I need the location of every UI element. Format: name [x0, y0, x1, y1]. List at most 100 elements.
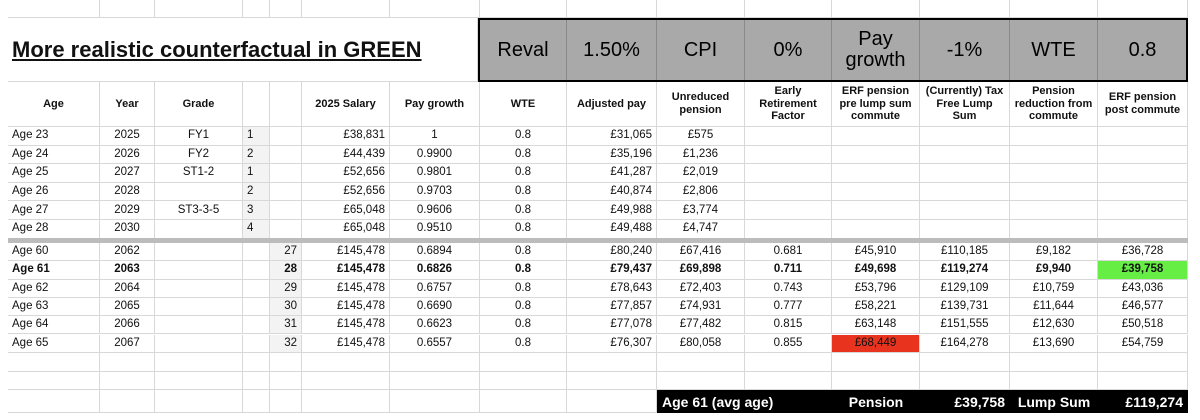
- cell: [745, 220, 832, 239]
- cell: 30: [270, 297, 302, 317]
- cell: 0.8: [480, 201, 567, 220]
- cell: £52,656: [302, 164, 390, 183]
- cell: 2067: [100, 334, 155, 353]
- cell: [243, 261, 270, 280]
- cell: £46,577: [1098, 297, 1188, 317]
- empty-cell: [155, 353, 243, 372]
- param-label: CPI: [657, 18, 745, 82]
- empty-cell: [657, 0, 745, 18]
- cell: 0.743: [745, 279, 832, 298]
- empty-cell: [100, 371, 155, 390]
- empty-cell: [657, 353, 745, 372]
- empty-cell: [270, 390, 302, 413]
- cell: [920, 201, 1010, 220]
- empty-cell: [155, 0, 243, 18]
- cell: £49,488: [567, 220, 657, 239]
- cell: 0.6623: [390, 316, 480, 335]
- cell: 2063: [100, 261, 155, 280]
- cell: £49,988: [567, 201, 657, 220]
- empty-cell: [567, 371, 657, 390]
- cell: 31: [270, 316, 302, 335]
- empty-cell: [1098, 353, 1188, 372]
- cell: 2030: [100, 220, 155, 239]
- cell: 2065: [100, 297, 155, 317]
- column-header: Year: [100, 82, 155, 127]
- cell: £69,898: [657, 261, 745, 280]
- cell: [745, 201, 832, 220]
- cell: [155, 316, 243, 335]
- empty-cell: [390, 371, 480, 390]
- empty-cell: [155, 371, 243, 390]
- empty-cell: [745, 0, 832, 18]
- cell: [1098, 220, 1188, 239]
- empty-cell: [8, 390, 100, 413]
- empty-cell: [243, 390, 270, 413]
- cell: 0.815: [745, 316, 832, 335]
- cell: £139,731: [920, 297, 1010, 317]
- empty-cell: [100, 390, 155, 413]
- empty-cell: [302, 0, 390, 18]
- cell: Age 64: [8, 316, 100, 335]
- cell: 2: [243, 182, 270, 202]
- cell: 0.8: [480, 164, 567, 183]
- empty-cell: [657, 371, 745, 390]
- cell: Age 26: [8, 182, 100, 202]
- cell: 2026: [100, 145, 155, 165]
- cell: FY2: [155, 145, 243, 165]
- empty-cell: [832, 371, 920, 390]
- summary-lump: £119,274: [1098, 390, 1188, 413]
- cell: £110,185: [920, 243, 1010, 262]
- column-header: ERF pension post commute: [1098, 82, 1188, 127]
- cell: £145,478: [302, 297, 390, 317]
- cell: [920, 145, 1010, 165]
- cell: Age 28: [8, 220, 100, 239]
- cell: 0.8: [480, 220, 567, 239]
- cell: £145,478: [302, 316, 390, 335]
- param-label: Pay growth: [832, 18, 920, 82]
- cell: £164,278: [920, 334, 1010, 353]
- empty-cell: [1010, 353, 1098, 372]
- column-header: ERF pension pre lump sum commute: [832, 82, 920, 127]
- cell: [243, 279, 270, 298]
- cell: 0.8: [480, 297, 567, 317]
- cell: [270, 145, 302, 165]
- cell: £151,555: [920, 316, 1010, 335]
- cell: FY1: [155, 127, 243, 146]
- cell: £63,148: [832, 316, 920, 335]
- cell: 0.711: [745, 261, 832, 280]
- param-label: Reval: [480, 18, 567, 82]
- empty-cell: [270, 353, 302, 372]
- cell: 0.6826: [390, 261, 480, 280]
- cell: [1098, 164, 1188, 183]
- empty-cell: [480, 390, 567, 413]
- summary-pension: £39,758: [920, 390, 1010, 413]
- cell: £68,449: [832, 334, 920, 353]
- empty-cell: [745, 371, 832, 390]
- cell: £77,482: [657, 316, 745, 335]
- column-header: [243, 82, 270, 127]
- cell: £80,058: [657, 334, 745, 353]
- cell: 2028: [100, 182, 155, 202]
- cell: [832, 127, 920, 146]
- cell: [1010, 201, 1098, 220]
- cell: [1098, 201, 1188, 220]
- cell: [920, 164, 1010, 183]
- cell: [920, 220, 1010, 239]
- cell: 0.6757: [390, 279, 480, 298]
- cell: Age 27: [8, 201, 100, 220]
- cell: £53,796: [832, 279, 920, 298]
- empty-cell: [1010, 0, 1098, 18]
- cell: [155, 297, 243, 317]
- cell: £58,221: [832, 297, 920, 317]
- cell: ST1-2: [155, 164, 243, 183]
- cell: [1010, 145, 1098, 165]
- summary-lump-label: Lump Sum: [1010, 390, 1098, 413]
- column-header: (Currently) Tax Free Lump Sum: [920, 82, 1010, 127]
- cell: [1010, 164, 1098, 183]
- param-label: WTE: [1010, 18, 1098, 82]
- cell: 0.6690: [390, 297, 480, 317]
- column-header: Age: [8, 82, 100, 127]
- empty-cell: [920, 371, 1010, 390]
- cell: [1010, 127, 1098, 146]
- empty-cell: [243, 0, 270, 18]
